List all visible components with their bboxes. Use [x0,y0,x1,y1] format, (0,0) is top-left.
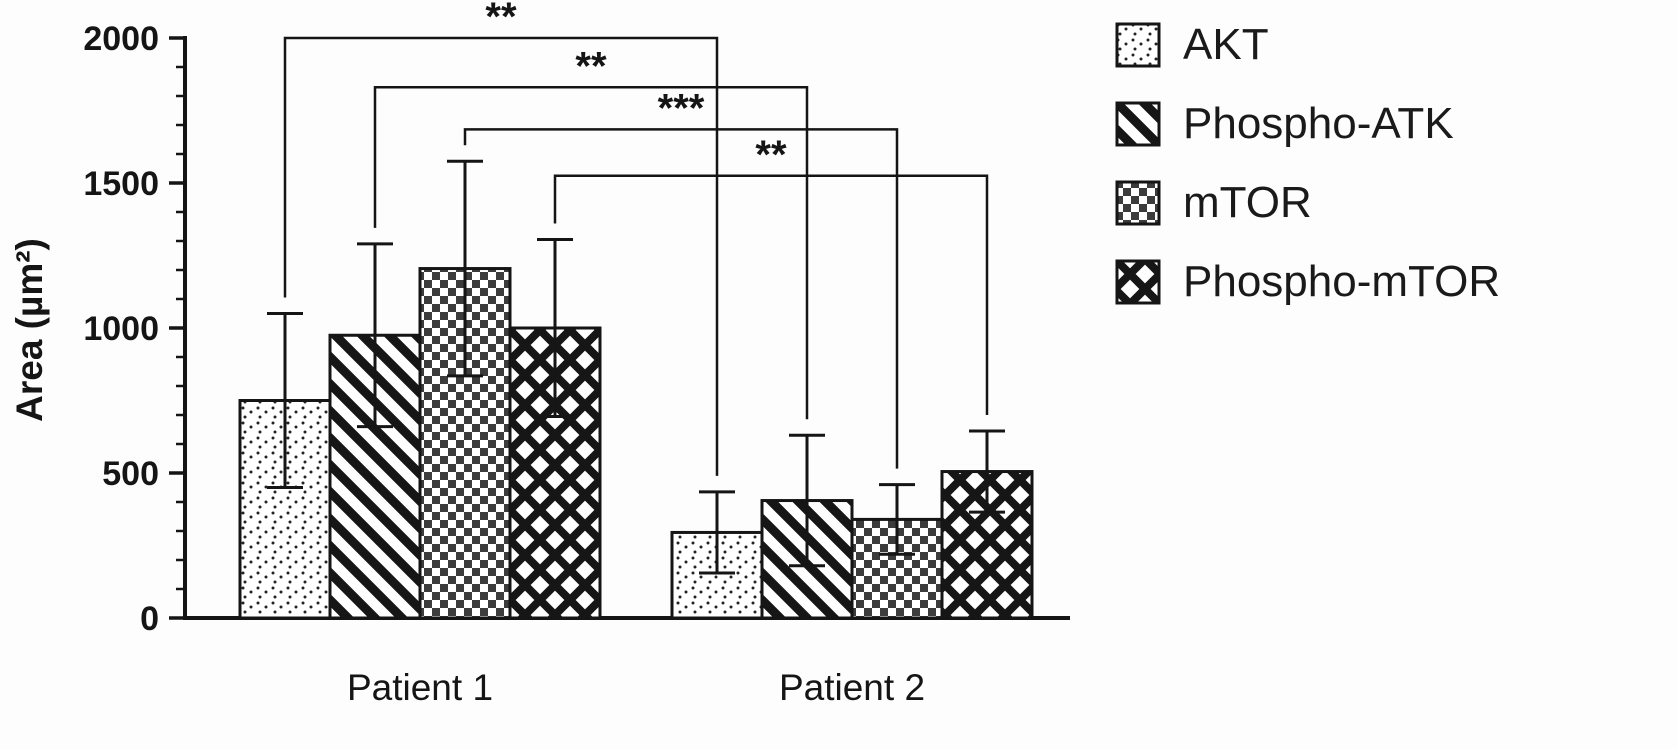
significance-bracket [283,36,719,476]
legend-item-mtor: mTOR [1115,180,1500,226]
legend-label-mtor: mTOR [1183,178,1312,227]
y-tick-label: 0 [140,600,159,638]
error-bar [447,159,483,378]
significance-bracket [553,174,989,415]
significance-label: ** [485,0,517,39]
error-bar [789,433,825,568]
significance-label: ** [575,44,607,88]
error-bar [699,490,735,575]
legend-item-phospho-atk: Phospho-ATK [1115,101,1500,147]
legend-label-phospho-mtor: Phospho-mTOR [1183,257,1501,306]
legend-label-phospho-atk: Phospho-ATK [1183,99,1454,148]
legend-item-phospho-mtor: Phospho-mTOR [1115,259,1500,305]
error-bar [969,429,1005,514]
legend: AKT Phospho-ATK mTOR Phospho-mTOR [1115,22,1500,305]
error-bar [537,238,573,418]
legend-swatch-phospho-atk-pattern [1115,101,1161,147]
significance-label: *** [658,86,705,130]
error-bar [879,483,915,556]
error-bar [357,242,393,429]
y-tick-label: 1000 [83,310,159,348]
legend-swatch-akt-pattern [1115,22,1161,68]
y-axis-title: Area (µm²) [9,238,50,422]
significance-bracket [373,86,809,420]
y-tick-label: 1500 [83,165,159,203]
legend-item-akt: AKT [1115,22,1500,68]
legend-swatch-phospho-mtor-pattern [1115,259,1161,305]
significance-label: ** [755,133,787,177]
legend-label-akt: AKT [1183,20,1269,69]
y-tick-label: 500 [102,455,159,493]
x-category-label: Patient 1 [347,667,493,708]
significance-bracket [463,128,899,469]
x-category-label: Patient 2 [779,667,925,708]
legend-swatch-mtor-pattern [1115,180,1161,226]
y-tick-label: 2000 [83,20,159,58]
error-bar [267,312,303,489]
